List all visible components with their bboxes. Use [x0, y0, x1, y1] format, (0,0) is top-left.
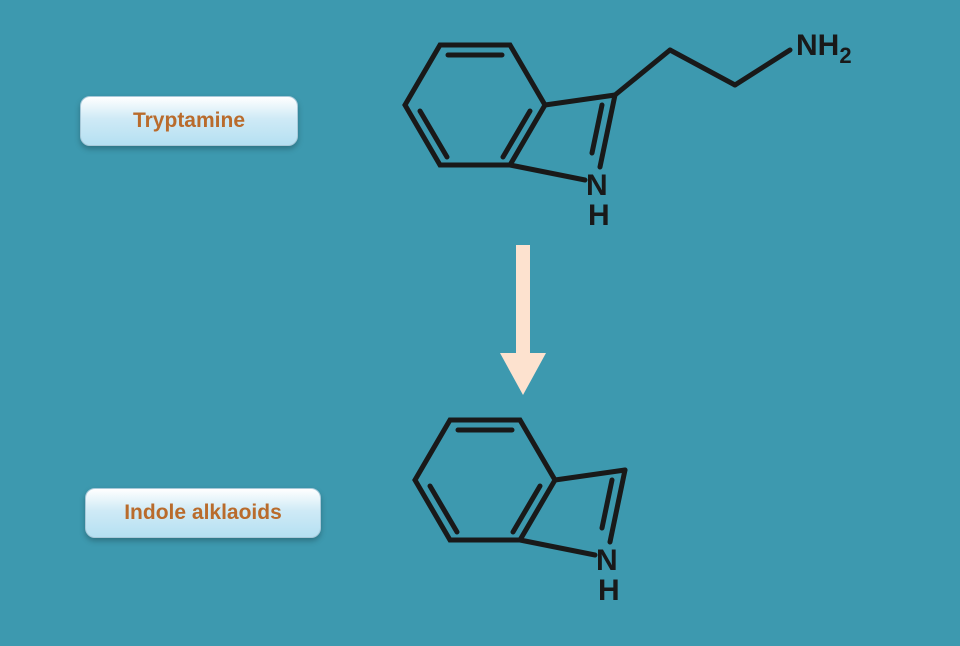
label-tryptamine: Tryptamine	[80, 96, 298, 146]
indole-structure: N H	[380, 400, 700, 620]
atom-n-ring: N	[586, 169, 608, 202]
atom-h-ring: H	[588, 199, 610, 232]
atom-h-ring: H	[598, 574, 620, 607]
atom-nh2: NH2	[796, 29, 852, 68]
tryptamine-structure: N H NH2	[370, 25, 880, 245]
arrow-down-icon	[500, 245, 546, 395]
atom-n-ring: N	[596, 544, 618, 577]
label-indole-alkaloids: Indole alklaoids	[85, 488, 321, 538]
